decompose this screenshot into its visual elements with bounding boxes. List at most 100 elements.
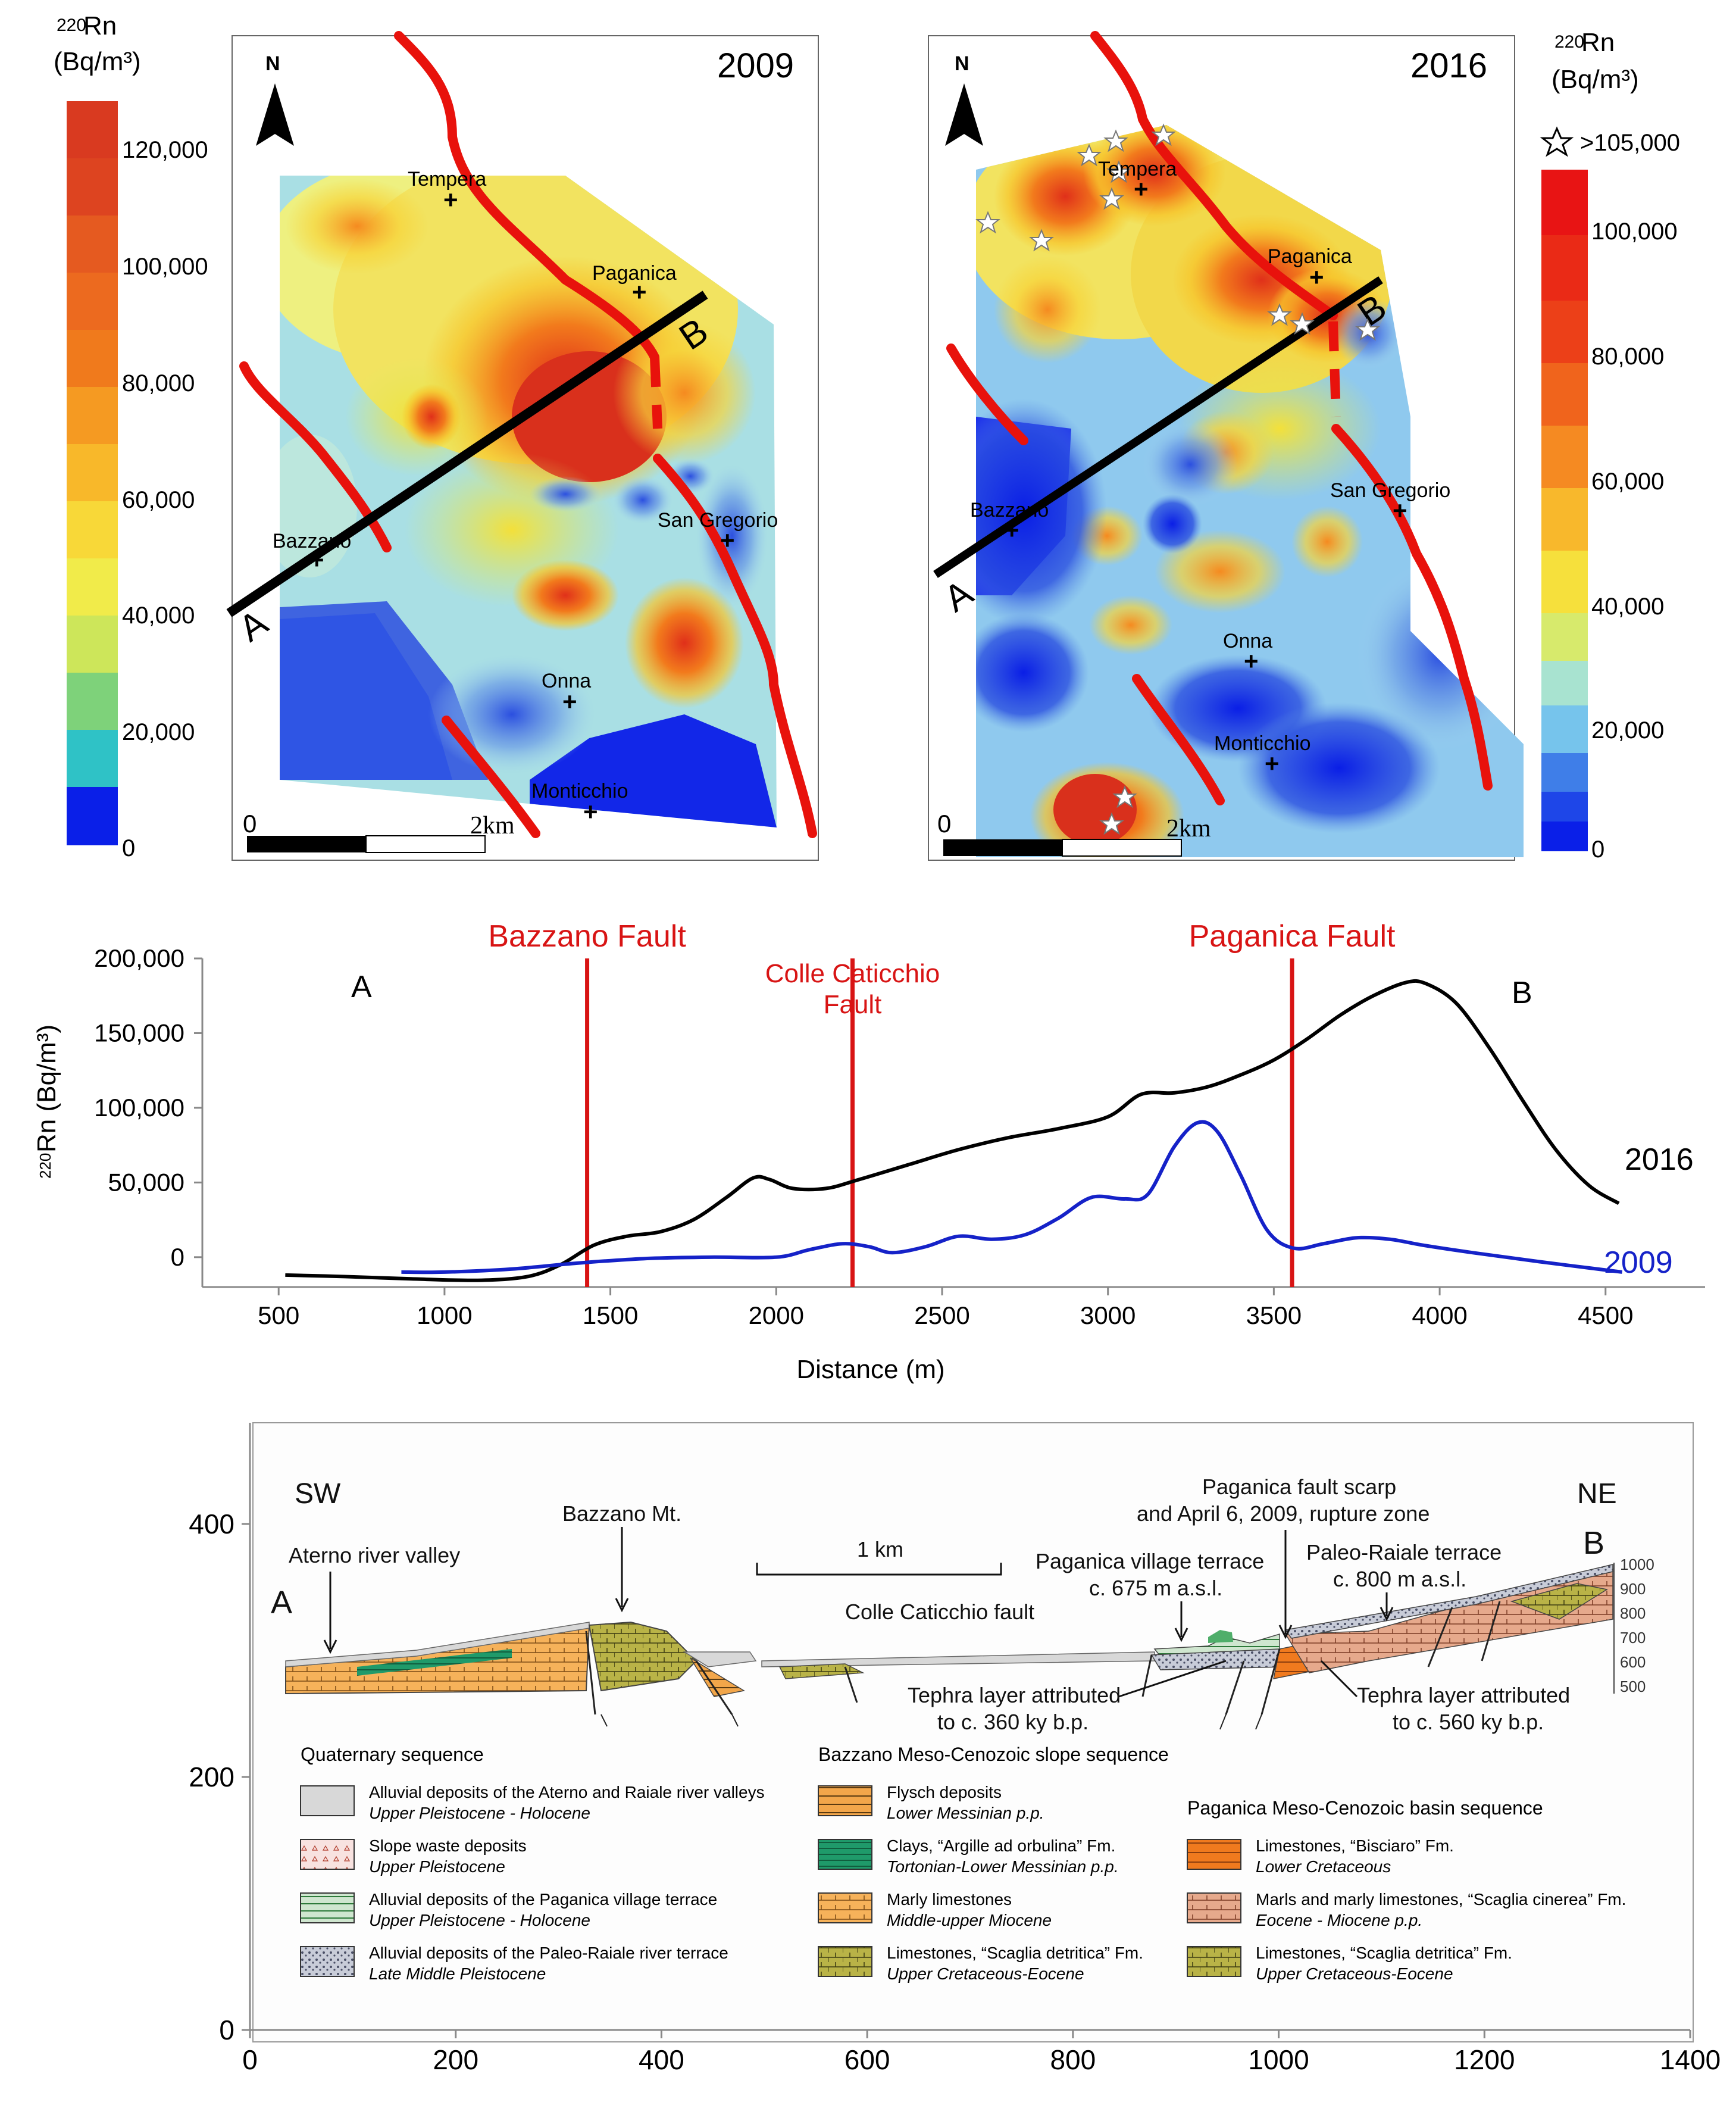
legend-left-title-sup: 220 [57, 15, 86, 35]
legend-title-quaternary: Quaternary sequence [301, 1744, 484, 1765]
section-y-tick-label: 200 [189, 1761, 234, 1792]
star-icon [1077, 143, 1102, 167]
place-marker-icon: + [632, 278, 647, 306]
legend-star-label: >105,000 [1580, 130, 1680, 156]
legend-right: 220 Rn (Bq/m³) >105,000 100,000 80,000 6… [1540, 28, 1680, 863]
x-tick-label: 1000 [417, 1301, 472, 1329]
place-marker-icon: + [443, 186, 458, 214]
fault-marker-label: Paganica Fault [1189, 919, 1396, 954]
legend-left-tick: 100,000 [122, 254, 208, 280]
profile-end-b: B [1512, 976, 1532, 1010]
y-axis-label: Rn (Bq/m³) [32, 1025, 61, 1152]
label-paleo-terrace-elev: c. 800 m a.s.l. [1333, 1567, 1466, 1591]
scale-bar [365, 835, 486, 853]
x-tick-label: 3500 [1246, 1301, 1302, 1329]
legend-item-name: Marly limestones [887, 1890, 1012, 1909]
legend-item-name: Slope waste deposits [369, 1836, 527, 1855]
legend-left: 220 Rn (Bq/m³) 120,000 100,000 80,000 60… [54, 11, 208, 861]
legend-right-tick: 80,000 [1591, 343, 1664, 370]
legend-swatch [1187, 1892, 1241, 1923]
legend-left-units: (Bq/m³) [54, 47, 141, 76]
label-tephra-560-2: to c. 560 ky b.p. [1393, 1710, 1544, 1734]
legend-swatch [300, 1892, 355, 1923]
legend-item-age: Upper Cretaceous-Eocene [1256, 1964, 1453, 1983]
label-scarp: Paganica fault scarp [1202, 1475, 1396, 1499]
north-label: N [265, 52, 280, 75]
section-x-tick-label: 1400 [1660, 2044, 1721, 2075]
label-tephra-360-2: to c. 360 ky b.p. [937, 1710, 1088, 1734]
legend-item-age: Upper Pleistocene - Holocene [369, 1804, 590, 1822]
legend-item-name: Clays, “Argille ad orbulina” Fm. [887, 1836, 1115, 1855]
fault-line-dashed [650, 357, 662, 429]
series-lines [285, 979, 1623, 1282]
place-marker-icon: + [562, 688, 577, 716]
legend-item-age: Upper Pleistocene [369, 1857, 505, 1876]
scale-bar [1062, 839, 1182, 857]
scale-bar [943, 839, 1062, 856]
legend-title-paganica: Paganica Meso-Cenozoic basin sequence [1187, 1797, 1543, 1819]
scale-bar [247, 836, 366, 852]
section-end-a: A [937, 572, 980, 620]
legend-swatch [1187, 1946, 1241, 1977]
label-tephra-560: Tephra layer attributed [1357, 1683, 1570, 1707]
legend-right-colorbar [1541, 170, 1588, 851]
legend-item-name: Flysch deposits [887, 1783, 1002, 1801]
place-marker-icon: + [309, 546, 324, 574]
legend-item-age: Late Middle Pleistocene [369, 1964, 546, 1983]
legend-left-tick: 80,000 [122, 370, 195, 396]
series-label-2009: 2009 [1604, 1245, 1673, 1280]
place-label: San Gregorio [658, 509, 778, 532]
label-village-terrace-elev: c. 675 m a.s.l. [1089, 1576, 1222, 1600]
label-village-terrace: Paganica village terrace [1036, 1549, 1264, 1573]
elevation-ticks: 1000 900 800 700 600 500 [1620, 1556, 1654, 1695]
legend-left-tick: 120,000 [122, 137, 208, 163]
fault-line [653, 454, 817, 838]
elev-tick: 500 [1620, 1678, 1646, 1695]
legend-swatch [818, 1839, 872, 1870]
legend-item-name: Alluvial deposits of the Paganica villag… [369, 1890, 717, 1909]
map-frame [232, 35, 819, 861]
map-frame [928, 35, 1515, 861]
legend-swatch [818, 1946, 872, 1977]
place-marker-icon: + [1134, 175, 1149, 203]
legend-swatch [300, 1946, 355, 1977]
y-tick-label: 0 [171, 1243, 184, 1271]
legend-swatch [300, 1785, 355, 1816]
legend-item-age: Eocene - Miocene p.p. [1256, 1911, 1422, 1929]
fault-line [946, 343, 1028, 445]
map-2009: A B N 2009 Tempera + Paganica + San Greg… [226, 31, 819, 861]
place-label: Paganica [1268, 245, 1352, 268]
section-y-ticks: 0 200 400 [189, 1508, 250, 2045]
label-tephra-360: Tephra layer attributed [908, 1683, 1121, 1707]
scale-end: 2km [470, 812, 515, 839]
north-arrow-icon [945, 83, 983, 146]
label-sw: SW [295, 1478, 341, 1510]
profile-chart: 0 50,000 100,000 150,000 200,000 500 1000 1500… [32, 919, 1705, 1384]
label-ne: NE [1577, 1478, 1617, 1510]
legend-item-age: Lower Cretaceous [1256, 1857, 1391, 1876]
legend-item-age: Upper Cretaceous-Eocene [887, 1964, 1084, 1983]
section-line-ab [226, 291, 708, 617]
map-2016: A B N 2016 Tempera + Paganica + [928, 31, 1524, 861]
map-year: 2009 [717, 46, 794, 85]
star-icon [1103, 129, 1128, 152]
legend-right-tick: 20,000 [1591, 717, 1664, 744]
legend-paganica-items: Limestones, “Bisciaro” Fm. Lower Cretace… [1256, 1836, 1626, 1983]
elev-tick: 800 [1620, 1604, 1646, 1622]
x-tick-label: 1500 [583, 1301, 638, 1329]
legend-right-tick: 40,000 [1591, 594, 1664, 620]
legend-item-name: Alluvial deposits of the Paleo-Raiale ri… [369, 1944, 728, 1962]
y-axis-label-sup: 220 [36, 1153, 54, 1179]
place-marker-icon: + [583, 798, 598, 826]
place-label: San Gregorio [1330, 479, 1450, 502]
star-icon [1355, 318, 1380, 341]
legend-left-tick: 60,000 [122, 487, 195, 513]
star-icon [1099, 812, 1124, 835]
place-label: Bazzano [970, 499, 1049, 521]
place-label: Monticchio [531, 780, 628, 802]
legend-item-age: Lower Messinian p.p. [887, 1804, 1044, 1822]
legend-item-age: Upper Pleistocene - Holocene [369, 1911, 590, 1929]
scale-zero: 0 [937, 810, 951, 838]
